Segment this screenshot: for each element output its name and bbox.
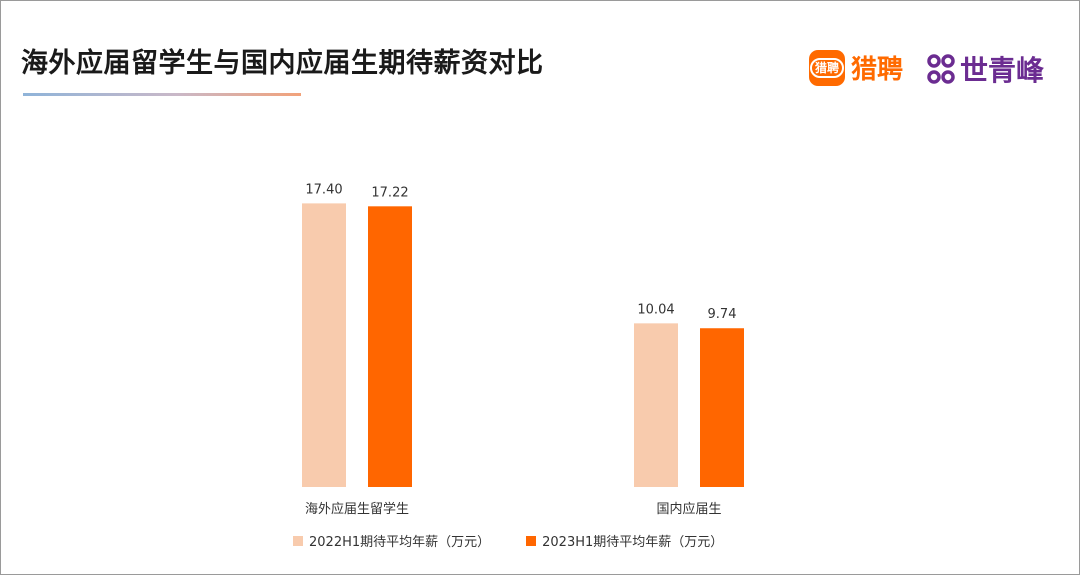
bar-0-0 bbox=[302, 203, 346, 487]
bar-1-1 bbox=[700, 328, 744, 487]
bar-1-0 bbox=[634, 323, 678, 487]
legend-label-2023: 2023H1期待平均年薪（万元） bbox=[542, 535, 724, 550]
title-underline bbox=[23, 93, 301, 96]
legend-item-2023: 2023H1期待平均年薪（万元） bbox=[526, 531, 723, 550]
sqf-logo-name: 世青峰 bbox=[960, 54, 1045, 87]
data-label-1-1: 9.74 bbox=[708, 307, 737, 322]
liepin-badge-icon: 猎聘 bbox=[809, 49, 845, 86]
legend-swatch-2022 bbox=[293, 535, 303, 546]
page-title: 海外应届留学生与国内应届生期待薪资对比 bbox=[21, 48, 544, 79]
data-label-0-0: 17.40 bbox=[305, 182, 342, 197]
liepin-badge-text: 猎聘 bbox=[809, 57, 844, 78]
data-label-0-1: 17.22 bbox=[371, 185, 408, 200]
data-label-1-0: 10.04 bbox=[637, 302, 674, 317]
category-label-1: 国内应届生 bbox=[656, 501, 721, 517]
liepin-logo: 猎聘 猎聘 bbox=[809, 49, 903, 86]
legend-swatch-2023 bbox=[526, 535, 537, 546]
legend-item-2022: 2022H1期待平均年薪（万元） bbox=[293, 531, 490, 550]
category-label-0: 海外应届生留学生 bbox=[305, 501, 409, 517]
sqf-mark-icon bbox=[927, 54, 955, 84]
chart-legend: 2022H1期待平均年薪（万元） 2023H1期待平均年薪（万元） bbox=[293, 531, 723, 550]
legend-label-2022: 2022H1期待平均年薪（万元） bbox=[309, 535, 491, 550]
liepin-logo-name: 猎聘 bbox=[851, 55, 904, 85]
bar-0-1 bbox=[368, 206, 412, 487]
sqf-logo: 世青峰 bbox=[926, 49, 1044, 89]
